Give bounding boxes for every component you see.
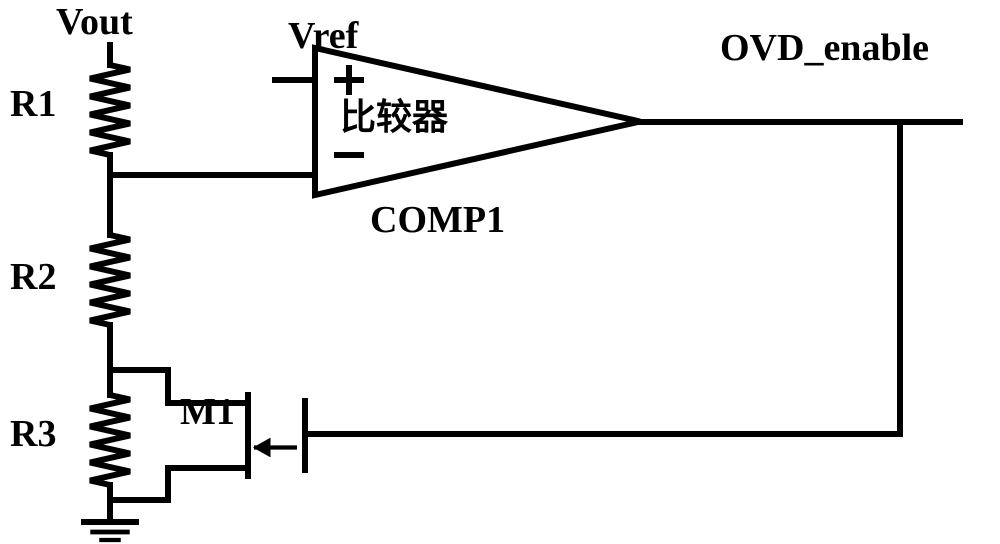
- label-vout: Vout: [56, 0, 133, 44]
- label-ovd: OVD_enable: [720, 26, 929, 70]
- label-comp1: COMP1: [370, 198, 505, 242]
- label-r3: R3: [10, 412, 56, 456]
- label-r1: R1: [10, 82, 56, 126]
- label-comp-text: 比较器: [340, 88, 448, 140]
- label-r2: R2: [10, 255, 56, 299]
- schematic-svg: [0, 0, 1000, 544]
- label-m1: M1: [180, 390, 235, 434]
- label-vref: Vref: [288, 14, 358, 58]
- circuit-diagram: Vout R1 R2 R3 M1 Vref 比较器 COMP1 OVD_enab…: [0, 0, 1000, 544]
